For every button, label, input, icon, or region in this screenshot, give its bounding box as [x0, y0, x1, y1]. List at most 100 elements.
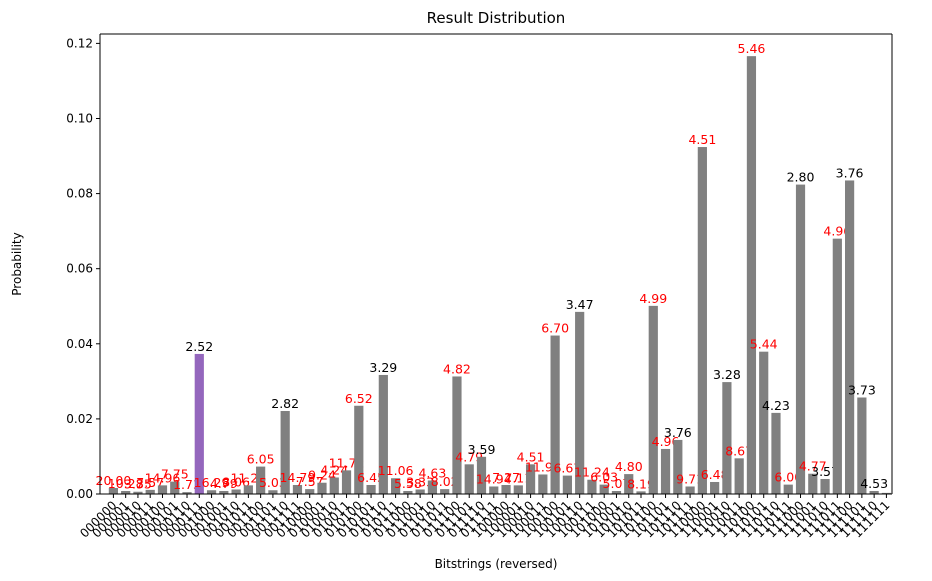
bar-001101 [268, 490, 278, 494]
bar-010001 [317, 482, 327, 494]
bar-value-label: 5.58 [394, 476, 422, 491]
bar-value-label: 3.76 [836, 165, 864, 180]
bar-value-label: 11.06 [378, 463, 414, 478]
bar-value-label: 7.57 [136, 475, 164, 490]
bar-value-label: 6.70 [541, 321, 569, 336]
bar-value-label: 3.47 [566, 297, 594, 312]
bar-001111 [292, 484, 303, 494]
bar-value-label: 5.44 [750, 337, 778, 352]
bar-000011 [145, 489, 155, 494]
bar-100011 [538, 474, 548, 494]
bar-101101 [660, 448, 671, 494]
bar-value-label: 2.80 [787, 170, 815, 185]
bar-011010 [427, 480, 438, 494]
bar-000101 [170, 481, 180, 494]
bar-010011 [341, 470, 352, 494]
bar-100001 [513, 485, 523, 494]
bar-value-label: 3.57 [811, 464, 839, 479]
bar-000110 [182, 492, 192, 494]
bar-value-label: 6.67 [553, 461, 581, 476]
bar-110110 [771, 412, 781, 494]
bar-value-label: 2.82 [271, 396, 299, 411]
bar-value-label: 14.79 [280, 470, 316, 485]
bar-101001 [611, 490, 622, 494]
bar-110000 [697, 147, 707, 494]
bar-100100 [550, 335, 560, 494]
bar-101110 [673, 439, 683, 494]
bar-value-label: 7.57 [296, 474, 324, 489]
bar-100000 [501, 484, 511, 494]
bar-value-label: 4.51 [517, 449, 545, 464]
bar-value-label: 3.76 [664, 425, 692, 440]
bar-001110 [280, 411, 290, 494]
bar-value-label: 4.82 [443, 361, 471, 376]
bar-010111 [391, 478, 401, 494]
bar-011000 [403, 490, 413, 494]
bar-value-label: 16.29 [194, 475, 230, 490]
bar-value-label: 6.48 [701, 467, 729, 482]
bar-001100 [256, 466, 266, 494]
plot-area: 0.000.020.040.060.080.100.1200000020.000… [66, 36, 892, 540]
bar-110100 [746, 56, 757, 495]
bar-111111 [881, 492, 892, 494]
bar-110111 [783, 484, 793, 494]
bar-value-label: 4.53 [860, 476, 888, 491]
bar-value-label: 14.94 [476, 471, 512, 486]
bar-001011 [243, 485, 253, 494]
bar-010101 [366, 484, 376, 494]
bar-100010 [525, 464, 536, 494]
bar-value-label: 6.52 [345, 391, 373, 406]
bar-110010 [722, 382, 732, 494]
bar-value-label: 8.02 [431, 474, 459, 489]
bar-111000 [795, 184, 806, 494]
bar-value-label: 3.59 [468, 442, 496, 457]
bar-101100 [648, 305, 658, 494]
bar-value-label: 4.23 [762, 398, 790, 413]
bar-011101 [464, 464, 474, 494]
bar-value-label: 3.33 [406, 474, 434, 489]
bar-value-label: 1.73 [173, 477, 201, 492]
bar-value-label: 2.52 [185, 339, 213, 354]
bar-010010 [329, 477, 339, 494]
bar-value-label: 7.27 [492, 470, 520, 485]
bar-101111 [685, 486, 695, 494]
bar-000001 [121, 490, 131, 494]
bar-011001 [415, 489, 425, 494]
bar-value-label: 8.67 [725, 443, 753, 458]
bar-111101 [857, 397, 867, 494]
y-tick-label: 0.06 [66, 262, 93, 276]
bar-110001 [710, 481, 720, 494]
bar-111010 [820, 478, 830, 494]
bar-000000 [108, 487, 118, 494]
bar-value-label: 8.19 [627, 476, 655, 491]
bar-111110 [869, 490, 879, 494]
bar-101011 [636, 491, 646, 494]
y-tick-label: 0.12 [66, 36, 93, 50]
bar-000100 [157, 485, 168, 494]
bar-010110 [378, 374, 388, 494]
bar-value-label: 6.03 [590, 470, 618, 485]
bar-value-label: 4.63 [418, 465, 446, 480]
bar-value-label: 5.07 [603, 476, 631, 491]
y-tick-label: 0.00 [66, 487, 93, 501]
y-tick-label: 0.08 [66, 187, 93, 201]
bar-value-label: 5.03 [259, 475, 287, 490]
bar-value-label: 3.73 [848, 382, 876, 397]
bar-value-label: 6.00 [774, 470, 802, 485]
bar-value-label: 3.35 [124, 477, 152, 492]
bar-010000 [305, 489, 315, 494]
bar-011100 [452, 376, 462, 494]
bar-value-label: 9.71 [676, 471, 704, 486]
bar-value-label: 6.05 [247, 452, 275, 467]
bar-value-label: 4.80 [615, 459, 643, 474]
y-tick-label: 0.10 [66, 111, 93, 125]
bar-110011 [734, 458, 744, 494]
bar-value-label: 9.24 [308, 468, 336, 483]
chart-title: Result Distribution [427, 9, 566, 27]
bar-111100 [845, 180, 855, 494]
bar-001000 [206, 490, 217, 494]
bar-011011 [440, 489, 450, 494]
bar-value-label: 10.28 [108, 476, 144, 491]
bar-value-label: 3.29 [369, 360, 397, 375]
x-axis-label: Bitstrings (reversed) [435, 557, 558, 571]
